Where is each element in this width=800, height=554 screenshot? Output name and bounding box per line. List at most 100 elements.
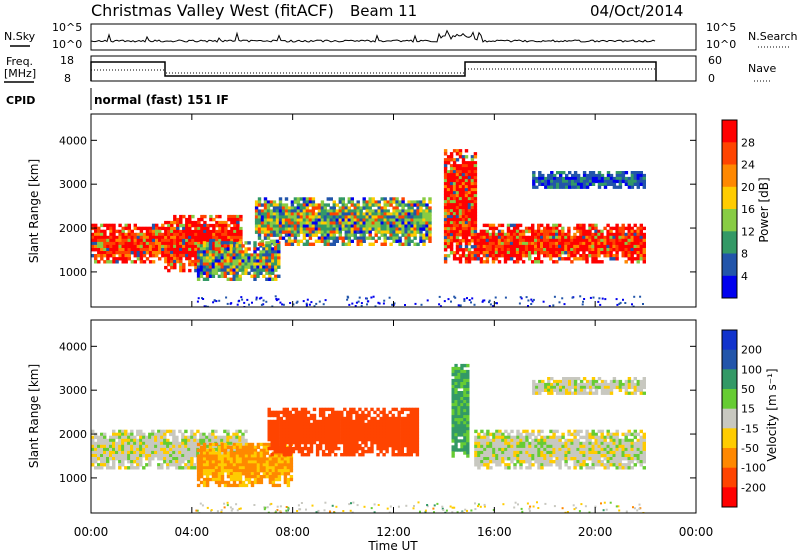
range-gate-cell <box>127 438 131 443</box>
range-gate-cell <box>124 432 128 437</box>
range-gate-cell <box>268 253 272 257</box>
range-gate-cell <box>552 229 556 234</box>
range-gate-cell <box>136 457 140 461</box>
range-gate-cell <box>277 253 281 257</box>
range-gate-cell <box>350 233 354 237</box>
range-gate-cell <box>377 200 381 204</box>
range-gate-cell <box>281 209 286 213</box>
range-gate-cell <box>118 444 122 449</box>
range-gate-cell <box>585 254 589 258</box>
range-gate-cell <box>497 254 502 258</box>
range-gate-cell <box>118 447 122 452</box>
range-gate-cell <box>217 457 222 461</box>
range-gate-cell <box>127 241 131 246</box>
speckle-cell <box>439 305 442 307</box>
range-gate-cell <box>388 434 392 439</box>
range-gate-cell <box>415 440 420 445</box>
range-gate-cell <box>130 466 134 470</box>
range-gate-cell <box>455 236 460 240</box>
range-gate-cell <box>220 442 225 447</box>
range-gate-cell <box>609 241 613 246</box>
range-gate-cell <box>458 260 463 264</box>
range-gate-cell <box>594 226 598 231</box>
range-gate-cell <box>576 182 581 186</box>
range-gate-cell <box>362 224 366 228</box>
range-gate-cell <box>353 218 357 222</box>
range-gate-cell <box>556 171 560 175</box>
range-gate-cell <box>191 232 195 237</box>
range-gate-cell <box>497 232 502 237</box>
range-gate-cell <box>344 233 348 237</box>
speckle-cell <box>275 299 278 302</box>
range-gate-cell <box>202 271 207 275</box>
range-gate-cell <box>253 472 258 476</box>
range-gate-cell <box>308 224 313 228</box>
range-gate-cell <box>403 453 407 457</box>
range-gate-cell <box>412 440 417 445</box>
range-gate-cell <box>594 232 598 237</box>
range-gate-cell <box>157 444 161 449</box>
range-gate-cell <box>297 428 302 433</box>
range-gate-cell <box>163 435 167 440</box>
range-gate-cell <box>238 241 242 245</box>
range-gate-cell <box>155 241 159 246</box>
range-gate-cell <box>256 472 261 476</box>
range-gate-cell <box>452 218 457 222</box>
range-gate-cell <box>373 410 377 415</box>
range-gate-cell <box>341 236 345 240</box>
range-gate-cell <box>244 445 249 449</box>
range-gate-cell <box>250 265 254 269</box>
range-gate-cell <box>100 238 104 243</box>
range-gate-cell <box>451 369 455 374</box>
range-gate-cell <box>94 444 98 449</box>
range-gate-cell <box>463 369 467 374</box>
range-gate-cell <box>591 171 596 175</box>
range-gate-cell <box>621 235 625 240</box>
range-gate-cell <box>470 239 475 243</box>
range-gate-cell <box>308 197 313 201</box>
range-gate-cell <box>271 477 276 482</box>
range-gate-cell <box>170 250 174 255</box>
range-gate-cell <box>103 248 107 252</box>
range-gate-cell <box>257 197 262 201</box>
speckle-cell <box>391 303 394 306</box>
range-gate-cell <box>461 230 466 234</box>
range-gate-cell <box>395 233 399 237</box>
range-gate-cell <box>238 457 243 461</box>
range-gate-cell <box>355 419 359 424</box>
range-gate-cell <box>528 254 532 258</box>
range-gate-cell <box>164 235 168 240</box>
range-gate-cell <box>164 250 168 255</box>
range-gate-cell <box>612 226 616 231</box>
range-gate-cell <box>250 454 255 458</box>
range-gate-cell <box>458 224 463 228</box>
range-gate-cell <box>211 463 216 467</box>
range-gate-cell <box>467 209 472 213</box>
range-gate-cell <box>388 422 392 427</box>
range-gate-cell <box>260 230 265 234</box>
range-gate-cell <box>127 238 131 243</box>
range-gate-cell <box>142 235 147 240</box>
range-gate-cell <box>467 215 472 219</box>
range-gate-cell <box>106 235 110 240</box>
range-gate-cell <box>467 212 472 216</box>
range-gate-cell <box>473 245 478 249</box>
range-gate-cell <box>353 206 357 210</box>
range-gate-cell <box>509 254 514 258</box>
range-gate-cell <box>241 469 246 473</box>
range-gate-cell <box>343 437 347 442</box>
range-gate-cell <box>97 260 101 264</box>
range-gate-cell <box>268 480 273 485</box>
range-gate-cell <box>621 176 626 181</box>
range-gate-cell <box>283 466 288 470</box>
range-gate-cell <box>579 179 584 184</box>
range-gate-cell <box>208 445 213 449</box>
range-gate-cell <box>534 238 538 243</box>
range-gate-cell <box>229 441 233 446</box>
range-gate-cell <box>464 188 469 192</box>
freq-tick-top: 18 <box>60 54 74 67</box>
range-gate-cell <box>473 221 478 225</box>
range-gate-cell <box>263 227 268 231</box>
range-gate-cell <box>157 457 161 461</box>
range-gate-cell <box>305 227 310 231</box>
